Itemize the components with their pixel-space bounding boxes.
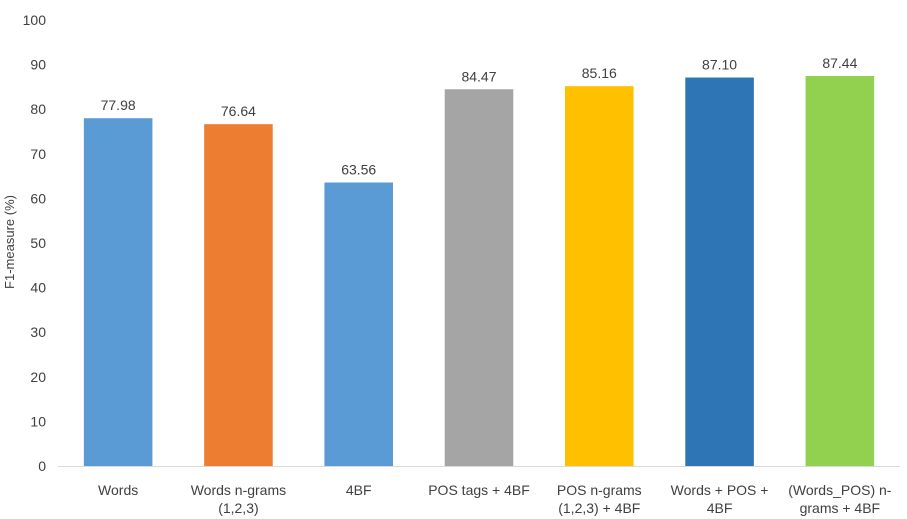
bar-value-label: 84.47: [461, 68, 496, 84]
bar: [324, 182, 393, 466]
bar: [444, 89, 514, 467]
bars: [83, 76, 875, 467]
bar-value-label: 87.10: [702, 57, 737, 73]
y-tick-label: 10: [30, 413, 46, 429]
category-label: grams + 4BF: [800, 500, 881, 516]
bar: [83, 118, 153, 466]
y-tick-label: 0: [38, 458, 46, 474]
y-tick-label: 40: [30, 280, 46, 296]
y-axis-label: F1-measure (%): [2, 195, 17, 289]
bar-value-label: 85.16: [582, 65, 617, 81]
bar-value-label: 76.64: [221, 103, 256, 119]
bar: [805, 76, 875, 466]
category-label: 4BF: [707, 500, 733, 516]
category-label: Words n-grams: [191, 482, 286, 498]
category-labels: Words Words n-grams (1,2,3) 4BF POS tags + 4…: [98, 482, 892, 516]
category-label: POS n-grams: [557, 482, 642, 498]
category-label: (1,2,3) + 4BF: [558, 500, 640, 516]
y-tick-label: 70: [30, 146, 46, 162]
bar-value-label: 87.44: [822, 55, 857, 71]
y-axis-ticks: 0 10 20 30 40 50 60 70 80 90 100: [23, 12, 47, 474]
y-tick-label: 100: [23, 12, 47, 28]
y-tick-label: 60: [30, 190, 46, 206]
y-tick-label: 90: [30, 57, 46, 73]
bar-value-label: 77.98: [101, 97, 136, 113]
y-tick-label: 20: [30, 369, 46, 385]
bar-value-label: 63.56: [341, 162, 376, 178]
category-label: Words + POS +: [671, 482, 769, 498]
category-label: Words: [98, 482, 138, 498]
bar: [685, 77, 754, 466]
y-tick-label: 30: [30, 324, 46, 340]
category-label: (1,2,3): [218, 500, 258, 516]
y-tick-label: 80: [30, 101, 46, 117]
category-label: 4BF: [346, 482, 372, 498]
category-label: POS tags + 4BF: [428, 482, 530, 498]
bar: [204, 124, 273, 466]
bar: [565, 86, 634, 466]
category-label: (Words_POS) n-: [788, 482, 892, 498]
y-tick-label: 50: [30, 235, 46, 251]
value-labels: 77.98 76.64 63.56 84.47 85.16 87.10 87.44: [101, 55, 858, 178]
